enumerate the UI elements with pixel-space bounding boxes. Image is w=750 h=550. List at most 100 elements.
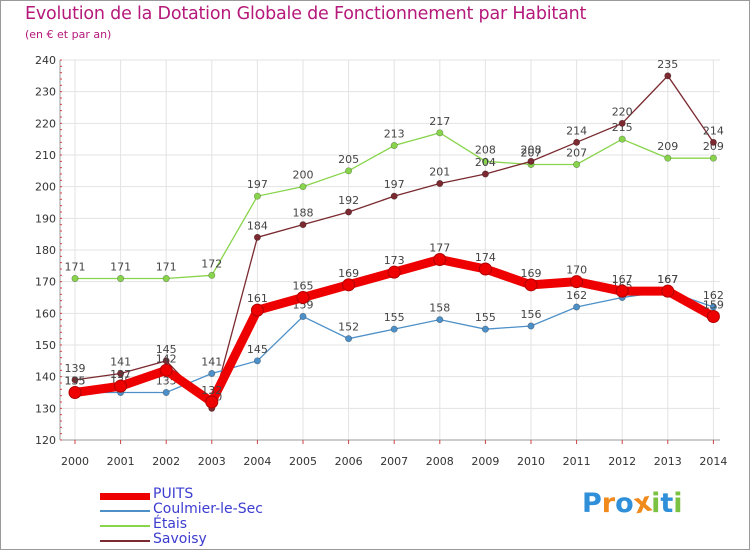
x-tick-label: 2005 [289, 455, 317, 468]
data-label-coulmier-le-sec: 155 [384, 311, 405, 324]
data-label-savoisy: 201 [429, 166, 450, 179]
data-label-puits: 173 [384, 254, 405, 267]
data-label-coulmier-le-sec: 162 [703, 289, 724, 302]
data-label-coulmier-le-sec: 152 [338, 321, 359, 334]
data-point-puits [250, 303, 264, 317]
y-tick-label: 210 [35, 149, 56, 162]
x-tick-label: 2012 [608, 455, 636, 468]
data-point-puits [570, 275, 584, 289]
data-label-tais: 171 [110, 261, 131, 274]
x-tick-label: 2007 [380, 455, 408, 468]
data-point-tais [664, 154, 672, 162]
data-label-puits: 169 [521, 267, 542, 280]
data-point-savoisy [709, 138, 717, 146]
legend-swatch-savoisy [100, 540, 150, 542]
x-tick-label: 2001 [107, 455, 135, 468]
data-label-savoisy: 184 [247, 219, 268, 232]
x-tick-label: 2010 [517, 455, 545, 468]
data-label-puits: 142 [156, 352, 177, 365]
data-label-tais: 171 [65, 261, 86, 274]
data-point-puits [342, 278, 356, 292]
logo-letter: i [673, 488, 683, 519]
data-label-puits: 174 [475, 251, 496, 264]
data-point-coulmier-le-sec [253, 357, 261, 365]
logo-letter: t [660, 488, 674, 519]
data-point-savoisy [253, 233, 261, 241]
y-tick-label: 240 [35, 54, 56, 67]
data-label-savoisy: 141 [110, 356, 131, 369]
x-tick-label: 2000 [61, 455, 89, 468]
data-point-coulmier-le-sec [208, 369, 216, 377]
proxiti-logo: Proxiti [582, 487, 683, 521]
y-tick-label: 170 [35, 276, 56, 289]
x-tick-label: 2014 [699, 455, 727, 468]
y-tick-label: 150 [35, 339, 56, 352]
x-tick-label: 2009 [471, 455, 499, 468]
data-point-tais [71, 274, 79, 282]
data-label-savoisy: 204 [475, 156, 496, 169]
data-point-puits [296, 291, 310, 304]
data-label-puits: 135 [65, 375, 86, 388]
data-point-puits [159, 363, 173, 377]
legend-swatch-coulmier [100, 510, 150, 512]
data-label-savoisy: 145 [156, 343, 177, 356]
data-label-tais: 213 [384, 128, 405, 141]
data-point-coulmier-le-sec [573, 303, 581, 311]
data-label-puits: 169 [338, 267, 359, 280]
data-label-savoisy: 214 [703, 124, 724, 137]
data-label-puits: 165 [293, 280, 314, 293]
data-point-coulmier-le-sec [527, 322, 535, 330]
data-point-tais [436, 129, 444, 137]
data-label-savoisy: 214 [566, 124, 587, 137]
y-tick-label: 200 [35, 181, 56, 194]
data-point-tais [390, 142, 398, 150]
data-point-savoisy [436, 180, 444, 188]
data-point-puits [205, 395, 219, 409]
data-point-savoisy [117, 369, 125, 377]
data-label-puits: 167 [657, 273, 678, 286]
data-label-savoisy: 188 [293, 207, 314, 220]
logo-letter: i [651, 488, 661, 519]
data-label-savoisy: 220 [612, 105, 633, 118]
data-label-savoisy: 139 [65, 362, 86, 375]
data-label-tais: 209 [657, 140, 678, 153]
data-label-savoisy: 197 [384, 178, 405, 191]
data-point-tais [481, 157, 489, 165]
data-label-tais: 172 [201, 257, 222, 270]
data-point-savoisy [71, 376, 79, 384]
data-point-tais [208, 271, 216, 279]
series-savoisy: 1391411451301841881921972012042082142202… [65, 58, 724, 412]
data-label-tais: 217 [429, 115, 450, 128]
data-point-savoisy [527, 157, 535, 165]
data-point-puits [114, 379, 128, 393]
data-point-puits [387, 265, 401, 279]
data-point-puits [615, 284, 629, 298]
data-point-tais [618, 135, 626, 143]
data-label-puits: 177 [429, 242, 450, 255]
data-label-puits: 170 [566, 264, 587, 277]
logo-letter: r [601, 488, 616, 519]
data-label-tais: 209 [703, 140, 724, 153]
data-point-puits [433, 253, 447, 266]
data-label-tais: 205 [338, 153, 359, 166]
chart-title: Evolution de la Dotation Globale de Fonc… [25, 4, 587, 24]
x-tick-label: 2003 [198, 455, 226, 468]
data-point-puits [524, 278, 538, 292]
data-label-coulmier-le-sec: 141 [201, 356, 222, 369]
data-point-savoisy [618, 119, 626, 127]
data-label-coulmier-le-sec: 145 [247, 343, 268, 356]
y-tick-label: 230 [35, 86, 56, 99]
logo-letter: o [615, 488, 634, 519]
x-tick-label: 2004 [243, 455, 271, 468]
data-point-tais [299, 183, 307, 191]
data-label-puits: 137 [110, 368, 131, 381]
data-point-coulmier-le-sec [481, 325, 489, 333]
data-point-savoisy [573, 138, 581, 146]
data-point-tais [709, 154, 717, 162]
data-point-coulmier-le-sec [299, 312, 307, 320]
series-puits: 135 137 142 132 161 165 169 173 177 174 169 170 167 1… [65, 242, 724, 409]
x-tick-label: 2008 [426, 455, 454, 468]
data-label-savoisy: 235 [657, 58, 678, 71]
